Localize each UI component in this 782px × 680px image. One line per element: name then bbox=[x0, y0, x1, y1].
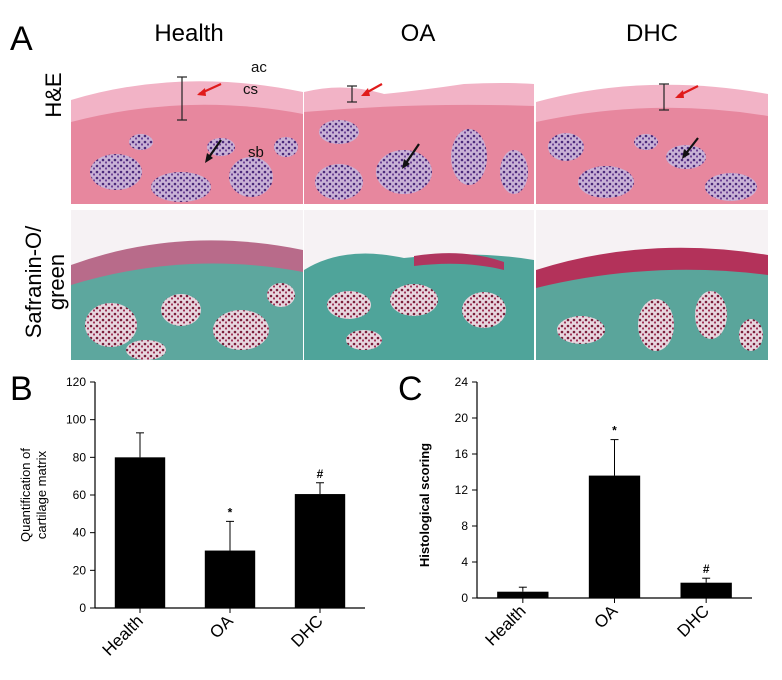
bar-dhc bbox=[294, 494, 346, 608]
row-label-safranin: Safranin-O/ green bbox=[21, 202, 70, 362]
panel-label-c: C bbox=[398, 370, 423, 408]
y-axis-label-line2: cartilage matrix bbox=[34, 450, 49, 539]
annotation-ac: ac bbox=[251, 62, 267, 76]
y-tick-label: 24 bbox=[455, 375, 469, 389]
x-tick-label: Health bbox=[99, 611, 147, 659]
bar-health bbox=[114, 457, 166, 608]
column-title-health: Health bbox=[154, 20, 224, 47]
significance-marker: * bbox=[612, 424, 617, 438]
micrograph-saf-health bbox=[71, 210, 303, 360]
panel-label-a: A bbox=[10, 20, 33, 58]
y-tick-label: 12 bbox=[455, 483, 469, 497]
micrograph-saf-oa bbox=[304, 210, 534, 360]
y-tick-label: 20 bbox=[455, 411, 469, 425]
significance-marker: # bbox=[317, 467, 324, 481]
micrograph-saf-dhc bbox=[536, 210, 768, 360]
chart-c: 0 4 8 12 16 20 24 Health * OA # DHC Histological sco… bbox=[417, 375, 752, 650]
bar-dhc bbox=[680, 582, 732, 598]
y-axis-label-line1: Quantification of bbox=[18, 448, 33, 542]
micrograph-he-health: ac cs sb bbox=[71, 62, 303, 204]
x-tick-label: OA bbox=[591, 601, 622, 632]
chart-b: 0 20 40 60 80 100 120 Health * OA # DHC Quantificati… bbox=[18, 375, 365, 660]
x-tick-label: DHC bbox=[287, 611, 326, 650]
significance-marker: * bbox=[228, 505, 233, 519]
row-label-he: H&E bbox=[41, 72, 66, 118]
y-tick-label: 20 bbox=[73, 563, 87, 577]
y-tick-label: 0 bbox=[79, 601, 86, 615]
y-tick-label: 8 bbox=[461, 519, 468, 533]
micrograph-he-oa bbox=[304, 62, 534, 204]
y-tick-label: 16 bbox=[455, 447, 469, 461]
bar-health bbox=[497, 591, 549, 598]
panel-label-b: B bbox=[10, 370, 33, 408]
column-title-oa: OA bbox=[400, 20, 436, 47]
annotation-cs: cs bbox=[243, 81, 258, 98]
y-tick-label: 40 bbox=[73, 526, 87, 540]
y-tick-label: 60 bbox=[73, 488, 87, 502]
y-tick-label: 120 bbox=[66, 375, 86, 389]
y-axis-label: Histological scoring bbox=[417, 443, 432, 567]
y-tick-label: 100 bbox=[66, 413, 86, 427]
y-tick-label: 4 bbox=[461, 555, 468, 569]
y-tick-label: 80 bbox=[73, 450, 87, 464]
micrograph-he-dhc bbox=[536, 62, 768, 204]
row-label-safranin-line1: Safranin-O/ bbox=[21, 225, 46, 339]
x-tick-label: OA bbox=[206, 611, 237, 642]
annotation-sb: sb bbox=[248, 144, 264, 161]
bar-oa bbox=[588, 475, 641, 598]
y-tick-label: 0 bbox=[461, 591, 468, 605]
bar-oa bbox=[204, 550, 256, 608]
x-tick-label: Health bbox=[481, 601, 529, 649]
row-label-safranin-line2: green bbox=[44, 253, 70, 311]
significance-marker: # bbox=[703, 562, 710, 576]
x-tick-label: DHC bbox=[674, 601, 713, 640]
column-title-dhc: DHC bbox=[626, 20, 678, 47]
